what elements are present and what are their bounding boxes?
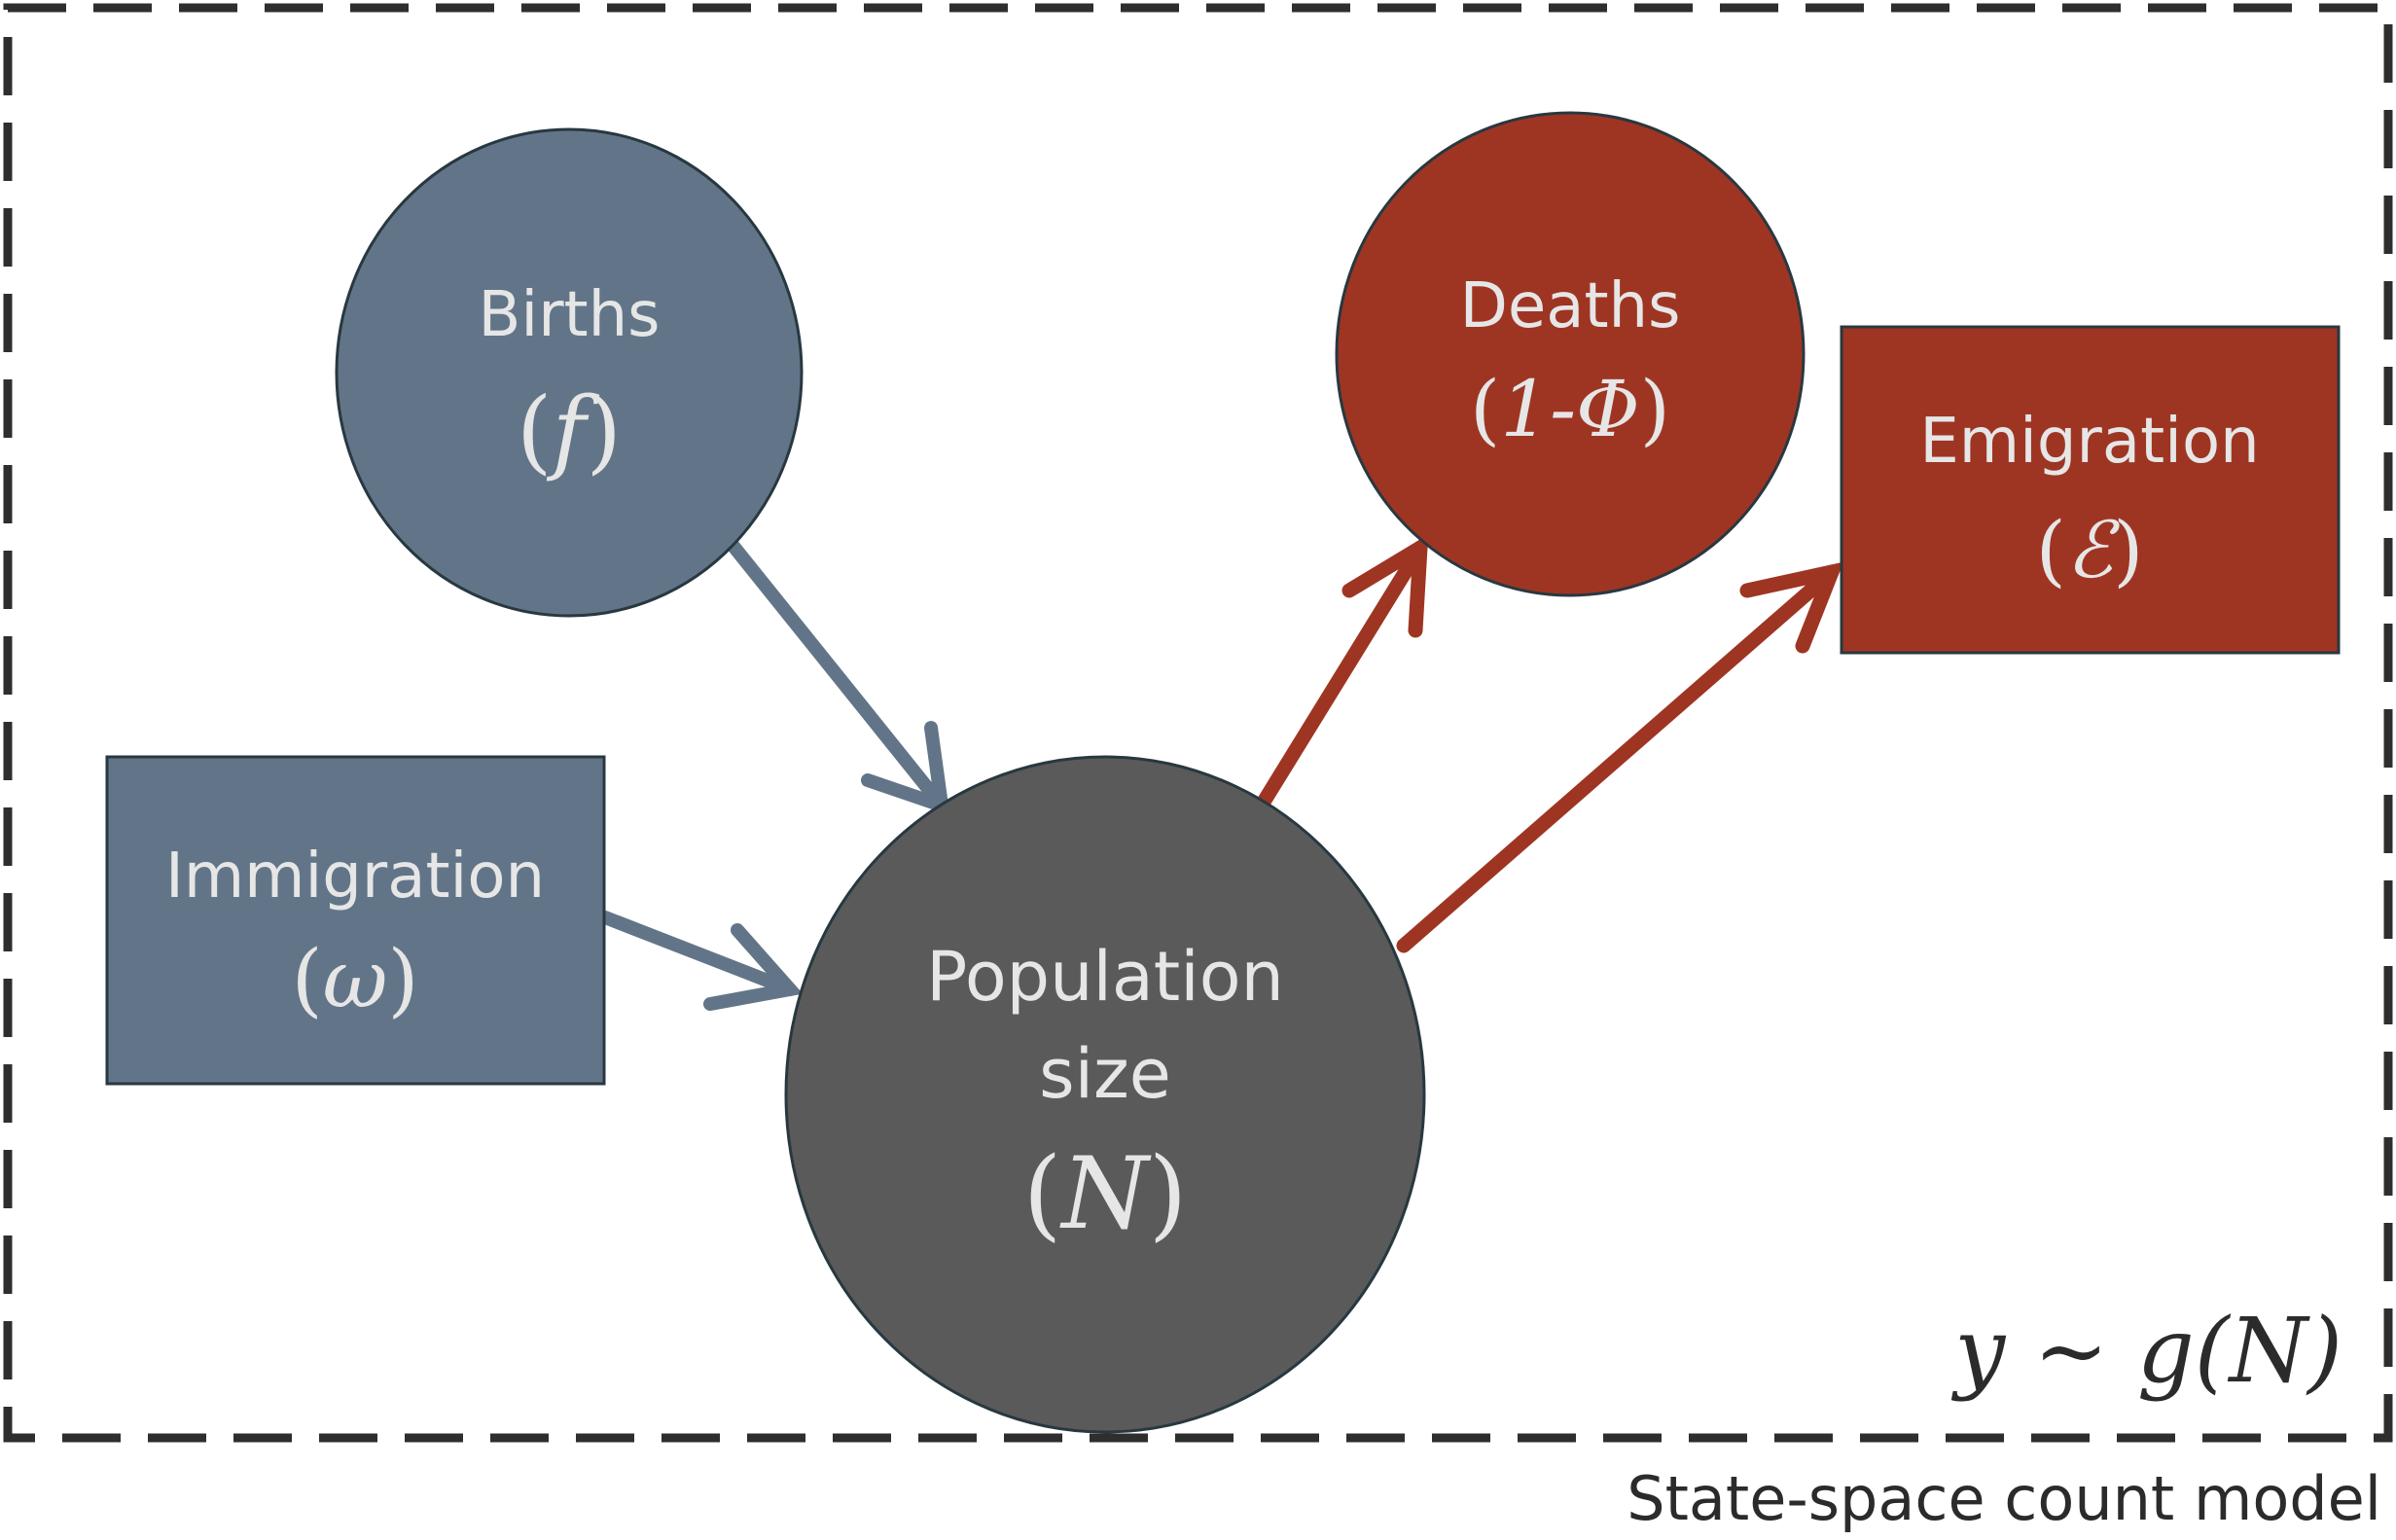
population-symbol: (N): [1023, 1136, 1188, 1252]
births-label: Births: [479, 279, 661, 351]
arrow-population-to-deaths: [1250, 534, 1429, 819]
arrow-immigration-to-population: [598, 911, 804, 1011]
observation-equation: y ~ g(N): [1950, 1299, 2342, 1403]
population-label-line2: size: [1039, 1034, 1171, 1114]
arrow-births-to-population: [721, 532, 950, 816]
deaths-symbol: (1-Φ): [1470, 364, 1670, 454]
emigration-label: Emigration: [1919, 406, 2259, 478]
immigration-node: Immigration (ω): [105, 755, 606, 1086]
deaths-label: Deaths: [1460, 270, 1681, 342]
births-symbol: (f): [517, 378, 622, 484]
immigration-symbol: (ω): [292, 934, 419, 1026]
emigration-symbol: (ℰ): [2036, 505, 2144, 595]
births-node: Births (f): [335, 127, 804, 618]
diagram-caption: State-space count model: [1627, 1463, 2381, 1534]
model-boundary: [3, 3, 2393, 1443]
deaths-node: Deaths (1-Φ): [1335, 111, 1806, 597]
population-node: Population size (N): [784, 755, 1426, 1434]
emigration-node: Emigration (ℰ): [1840, 325, 2341, 655]
arrow-population-to-emigration: [1396, 561, 1844, 953]
immigration-label: Immigration: [165, 841, 545, 913]
population-label-line1: Population: [926, 937, 1284, 1017]
